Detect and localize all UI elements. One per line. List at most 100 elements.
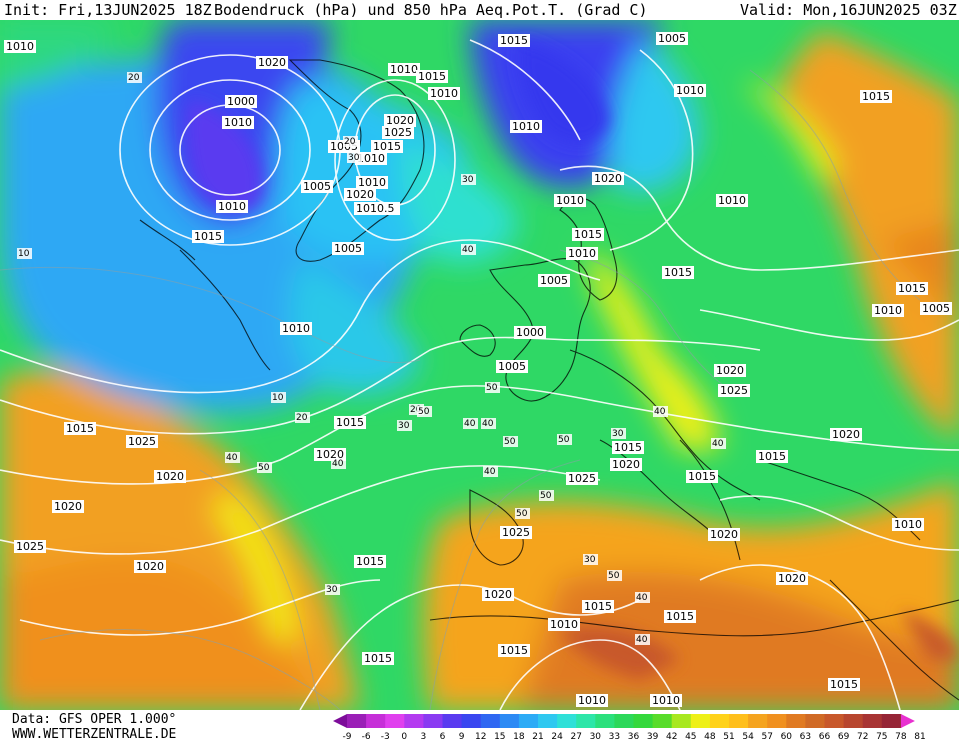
isobar-label-bg (334, 416, 366, 429)
isobar-label-bg (382, 126, 414, 139)
isobar-label-bg (576, 694, 608, 707)
temperature-label-bg (711, 438, 726, 449)
isobar-label-bg (314, 448, 346, 461)
isobar-label: 1020 (484, 588, 512, 601)
init-time: Init: Fri,13JUN2025 18Z (4, 1, 212, 19)
temperature-label: 40 (636, 635, 648, 645)
temperature-label-bg (463, 418, 478, 429)
isobar-label-bg (354, 202, 400, 215)
temperature-label-bg (343, 136, 358, 147)
isobar-label: 1010 (718, 194, 746, 207)
theta-e-contours (0, 69, 921, 710)
isobar-label-bg (498, 34, 530, 47)
colorbar-swatch (633, 714, 654, 728)
colorbar-swatch (786, 714, 806, 728)
temperature-label-bg (583, 554, 598, 565)
colorbar-tick-label: 66 (819, 732, 831, 741)
isobar-label-bg (14, 540, 46, 553)
isobar-label: 1025 (502, 526, 530, 539)
temperature-label-bg (635, 592, 650, 603)
temperature-label: 40 (332, 459, 344, 469)
colorbar-tick-label: 18 (513, 732, 525, 741)
isobar-label-bg (371, 140, 403, 153)
colorbar-swatch (518, 714, 539, 728)
colorbar-arrow-right (900, 714, 915, 728)
colorbar-swatch (404, 714, 424, 728)
isobar-label: 1010 (578, 694, 606, 707)
isobar-label: 1015 (666, 610, 694, 623)
isobar-label-bg (716, 194, 748, 207)
temperature-label-bg (409, 404, 424, 415)
colorbar-swatch (576, 714, 596, 728)
colorbar-swatch (442, 714, 463, 728)
isobar-label: 1020 (258, 56, 286, 69)
temperature-label: 40 (482, 419, 494, 429)
temperature-label-bg (557, 434, 572, 445)
temperature-label: 40 (464, 419, 476, 429)
isobar-label: 1020 (594, 172, 622, 185)
colorbar-tick-label: 51 (723, 732, 734, 741)
colorbar-swatch (843, 714, 864, 728)
colorbar-tick-label: -6 (362, 732, 371, 741)
temperature-label-bg (515, 508, 530, 519)
isobar-label-bg (134, 560, 166, 573)
isobar-label: 1025 (568, 472, 596, 485)
isobar-label-bg (216, 200, 248, 213)
colorbar-swatch (862, 714, 883, 728)
temperature-label: 40 (226, 453, 238, 463)
colorbar-tick-label: 69 (838, 732, 850, 741)
colorbar-tick-label: 15 (494, 732, 505, 741)
isobar-label: 1010 (357, 152, 385, 165)
isobar-label: 1020 (386, 114, 414, 127)
isobar-label: 1025 (128, 435, 156, 448)
map-title: Bodendruck (hPa) und 850 hPa Aeq.Pot.T. … (214, 1, 648, 19)
isobar-label: 1020 (832, 428, 860, 441)
temperature-label-bg (653, 406, 668, 417)
isobar-label-bg (582, 600, 614, 613)
isobar-label: 1020 (710, 528, 738, 541)
isobar-label: 1010 (430, 87, 458, 100)
temperature-label: 40 (462, 245, 474, 255)
isobar-label: 1015 (584, 600, 612, 613)
isobar-label-bg (428, 87, 460, 100)
isobar-label: 1010 (894, 518, 922, 531)
isobar-label: 1025 (16, 540, 44, 553)
isobar-label: 1000 (516, 326, 544, 339)
temperature-label-bg (417, 406, 432, 417)
map-footer: Data: GFS OPER 1.000° WWW.WETTERZENTRALE… (0, 710, 959, 742)
isobar-label: 1020 (156, 470, 184, 483)
temperature-label-bg (483, 466, 498, 477)
isobar-label-bg (610, 458, 642, 471)
colorbar-swatch (881, 714, 902, 728)
isobar-label-bg (301, 180, 333, 193)
isobar-label-bg (566, 247, 598, 260)
colorbar-swatch (480, 714, 501, 728)
temperature-label-bg (127, 72, 142, 83)
isobar-label: 1025 (720, 384, 748, 397)
isobar-label: 1010 (568, 247, 596, 260)
temperature-label-bg (461, 174, 476, 185)
isobar-label-bg (354, 555, 386, 568)
isobar-label: 1020 (54, 500, 82, 513)
isobar-label: 1020 (346, 188, 374, 201)
temperature-label: 30 (462, 175, 474, 185)
temperature-label: 30 (612, 429, 624, 439)
isobar-label-bg (126, 435, 158, 448)
isobar-label-bg (650, 694, 682, 707)
colorbar-tick-label: 36 (628, 732, 640, 741)
isobar-label: 1020 (716, 364, 744, 377)
isobar-label: 1010 (874, 304, 902, 317)
isobar-label: 1015 (664, 266, 692, 279)
isobar-label: 1015 (66, 422, 94, 435)
isobar-label: 1010 (556, 194, 584, 207)
colorbar-swatch (671, 714, 692, 728)
colorbar-tick-label: 57 (761, 732, 772, 741)
temperature-label: 20 (128, 73, 140, 83)
colorbar-tick-label: 24 (551, 732, 563, 741)
temperature-label: 50 (504, 437, 516, 447)
temperature-label: 10 (18, 249, 30, 259)
data-source: Data: GFS OPER 1.000° (12, 712, 177, 727)
colorbar-tick-label: 48 (704, 732, 716, 741)
isobar-label: 1015 (614, 441, 642, 454)
isobar-label: 1015 (194, 230, 222, 243)
